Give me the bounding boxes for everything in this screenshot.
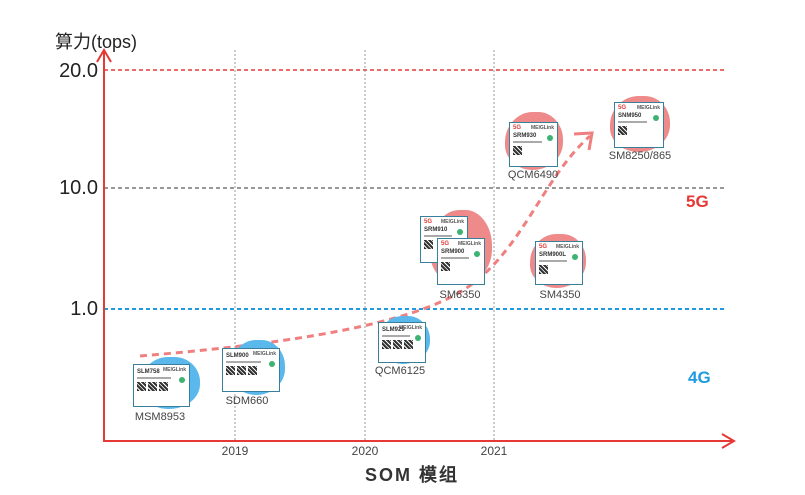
y-axis-arrow xyxy=(96,48,112,63)
chip-label: SM6350 xyxy=(439,289,481,301)
y-tick-20: 20.0 xyxy=(59,60,98,82)
x-tick-2021: 2021 xyxy=(480,444,508,458)
module-card-slm929[interactable]: MEIGLink SLM929 xyxy=(378,322,426,363)
trend-arrow xyxy=(573,131,594,151)
module-card-slm758[interactable]: MEIGLink SLM758 xyxy=(133,364,190,407)
x-axis-title: SOM 模组 xyxy=(365,465,460,485)
chip-label: QCM6490 xyxy=(507,169,559,181)
y-axis-title: 算力(tops) xyxy=(55,32,138,52)
x-tick-2019: 2019 xyxy=(221,444,249,458)
module-card-srm900[interactable]: 5G MEIGLink SRM900 xyxy=(437,238,485,285)
chip-label: MSM8953 xyxy=(134,411,186,423)
label-4g: 4G xyxy=(688,368,711,387)
module-card-snm950[interactable]: 5G MEIGLink SNM950 xyxy=(614,102,664,148)
chip-label: SM8250/865 xyxy=(608,150,672,162)
module-card-srm900l[interactable]: 5G MEIGLink SRM900L xyxy=(535,241,583,285)
chip-label: QCM6125 xyxy=(374,365,426,377)
x-axis-arrow xyxy=(721,433,736,449)
y-tick-1: 1.0 xyxy=(70,298,98,320)
x-tick-2020: 2020 xyxy=(351,444,379,458)
chip-label: SDM660 xyxy=(225,395,269,407)
module-card-srm930[interactable]: 5G MEIGLink SRM930 xyxy=(509,122,558,167)
chip-label: SM4350 xyxy=(539,289,581,301)
module-card-slm900[interactable]: MEIGLink SLM900 xyxy=(222,348,280,392)
label-5g: 5G xyxy=(686,192,709,211)
y-tick-10: 10.0 xyxy=(59,177,98,199)
